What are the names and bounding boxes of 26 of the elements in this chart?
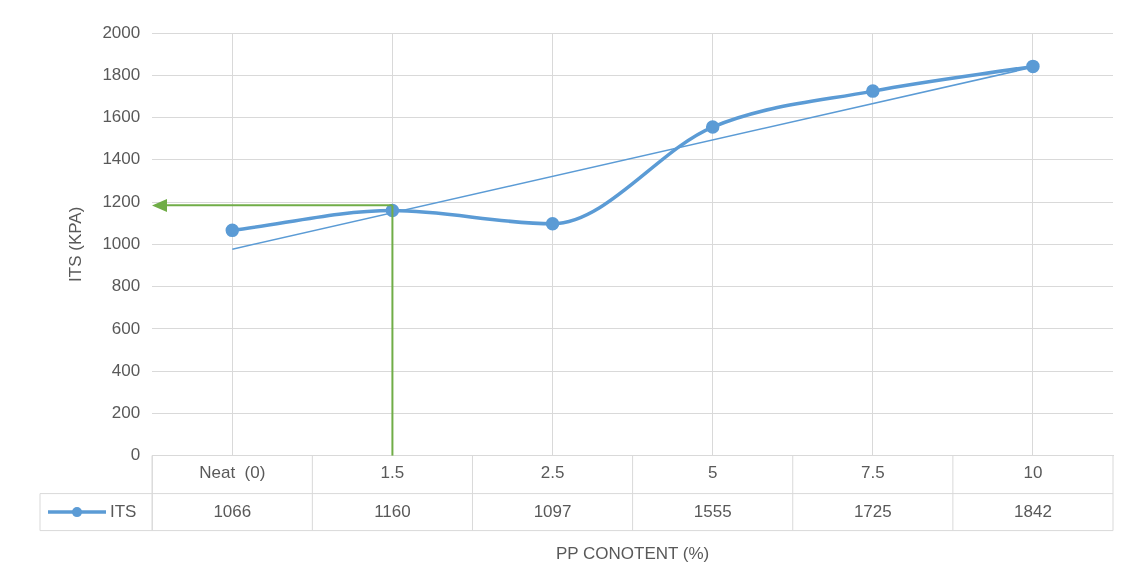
x-tick-label: 5 [707,463,718,483]
y-tick-label: 800 [111,276,141,296]
y-tick-label: 1000 [102,233,141,253]
y-tick-label: 1200 [102,191,141,211]
y-tick-label: 0 [130,445,141,465]
legend-label: ITS [110,501,137,521]
y-tick-label: 600 [111,318,141,338]
data-label: 1725 [853,501,892,521]
data-label: 1160 [374,501,411,521]
data-label: 1097 [533,501,572,521]
x-tick-label: Neat (0) [199,463,266,483]
data-label: 1555 [693,501,732,521]
y-tick-label: 200 [111,403,141,423]
x-axis-title: PP CONOTENT (%) [555,544,710,564]
data-label: 1842 [1014,501,1052,521]
y-tick-label: 1800 [102,64,141,84]
data-label: 1066 [213,501,252,521]
x-tick-label: 7.5 [860,463,885,483]
x-tick-label: 1.5 [380,463,405,483]
y-axis-title: ITS (KPA) [65,206,85,282]
y-tick-label: 2000 [102,22,141,42]
y-tick-label: 400 [111,360,141,380]
y-tick-label: 1400 [102,149,141,169]
x-tick-label: 10 [1023,463,1043,483]
y-tick-label: 1600 [102,107,141,127]
x-tick-label: 2.5 [540,463,565,483]
